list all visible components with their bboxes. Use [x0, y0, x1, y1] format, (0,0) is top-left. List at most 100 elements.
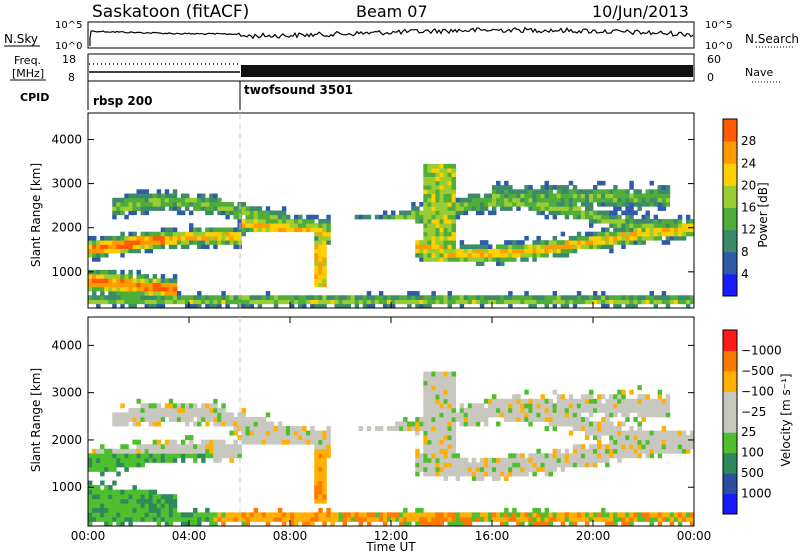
heatmap-cell — [621, 210, 626, 216]
heatmap-cell — [100, 269, 105, 275]
heatmap-cell — [100, 295, 105, 300]
heatmap-cell — [645, 223, 650, 228]
heatmap-cell — [435, 176, 440, 182]
heatmap-cell — [281, 295, 287, 300]
heatmap-cell — [322, 282, 327, 288]
heatmap-cell — [261, 416, 267, 422]
heatmap-cell — [467, 466, 473, 472]
heatmap-cell — [318, 218, 323, 224]
heatmap-cell — [382, 521, 388, 527]
heatmap-cell — [290, 435, 295, 441]
heatmap-cell — [431, 426, 436, 431]
heatmap-cell — [617, 235, 622, 241]
heatmap-cell — [633, 240, 638, 245]
heatmap-cell — [665, 444, 671, 450]
heatmap-cell — [209, 193, 214, 199]
heatmap-cell — [423, 257, 428, 262]
heatmap-cell — [661, 444, 667, 450]
heatmap-cell — [104, 274, 109, 279]
heatmap-cell — [229, 453, 234, 459]
heatmap-cell — [164, 512, 170, 518]
heatmap-cell — [233, 416, 238, 422]
heatmap-cell — [104, 498, 109, 504]
heatmap-cell — [277, 210, 283, 216]
heatmap-cell — [439, 385, 444, 391]
heatmap-cell — [112, 421, 117, 427]
heatmap-cell — [201, 231, 206, 237]
heatmap-cell — [411, 214, 416, 220]
heatmap-cell — [661, 407, 667, 413]
heatmap-cell — [403, 416, 408, 422]
heatmap-cell — [673, 439, 679, 445]
heatmap-cell — [96, 498, 101, 504]
heatmap-cell — [617, 218, 622, 224]
heatmap-cell — [544, 202, 549, 207]
heatmap-cell — [447, 453, 452, 459]
heatmap-cell — [492, 248, 497, 254]
heatmap-cell — [322, 278, 327, 283]
heatmap-cell — [588, 403, 594, 409]
n-search-label: N.Search — [745, 32, 799, 46]
heatmap-cell — [322, 235, 327, 241]
heatmap-cell — [168, 295, 174, 300]
heatmap-cell — [193, 227, 198, 233]
y-tick-label: 4000 — [51, 132, 82, 146]
heatmap-cell — [172, 444, 178, 450]
heatmap-cell — [613, 303, 618, 309]
heatmap-cell — [479, 261, 485, 267]
heatmap-cell — [423, 227, 428, 233]
heatmap-cell — [463, 521, 469, 527]
heatmap-cell — [689, 295, 695, 300]
heatmap-cell — [431, 248, 436, 254]
heatmap-cell — [100, 489, 105, 495]
heatmap-cell — [318, 252, 323, 258]
heatmap-cell — [548, 299, 553, 305]
heatmap-cell — [463, 206, 469, 211]
heatmap-cell — [544, 252, 549, 258]
heatmap-cell — [637, 235, 642, 241]
heatmap-cell — [496, 398, 501, 404]
heatmap-cell — [116, 412, 121, 418]
heatmap-cell — [645, 193, 650, 199]
heatmap-cell — [100, 512, 105, 518]
heatmap-cell — [593, 185, 598, 190]
colorbar-tick-label: 100 — [741, 446, 764, 460]
heatmap-cell — [439, 197, 444, 203]
heatmap-cell — [427, 444, 432, 450]
heatmap-cell — [451, 448, 457, 454]
heatmap-cell — [540, 453, 545, 459]
heatmap-cell — [605, 516, 610, 522]
heatmap-cell — [617, 197, 622, 203]
heatmap-cell — [318, 466, 323, 472]
heatmap-cell — [487, 299, 493, 305]
heatmap-cell — [176, 240, 182, 245]
heatmap-cell — [140, 231, 145, 237]
heatmap-cell — [148, 248, 154, 254]
heatmap-cell — [613, 295, 618, 300]
heatmap-cell — [136, 299, 141, 305]
heatmap-cell — [152, 295, 158, 300]
heatmap-cell — [382, 303, 388, 309]
heatmap-cell — [285, 512, 291, 518]
heatmap-cell — [100, 516, 105, 522]
heatmap-cell — [241, 295, 246, 300]
heatmap-cell — [427, 227, 432, 233]
heatmap-cell — [532, 412, 537, 418]
heatmap-cell — [261, 295, 267, 300]
heatmap-cell — [552, 466, 558, 472]
heatmap-cell — [528, 407, 533, 413]
heatmap-cell — [120, 507, 125, 513]
heatmap-cell — [576, 416, 582, 422]
heatmap-cell — [116, 453, 121, 459]
heatmap-cell — [144, 299, 149, 305]
heatmap-cell — [520, 466, 525, 472]
heatmap-cell — [568, 394, 574, 400]
heatmap-cell — [483, 412, 489, 418]
heatmap-cell — [366, 426, 372, 431]
heatmap-cell — [257, 218, 263, 224]
heatmap-cell — [229, 448, 234, 454]
heatmap-cell — [439, 398, 444, 404]
heatmap-cell — [471, 407, 477, 413]
heatmap-cell — [556, 457, 562, 463]
